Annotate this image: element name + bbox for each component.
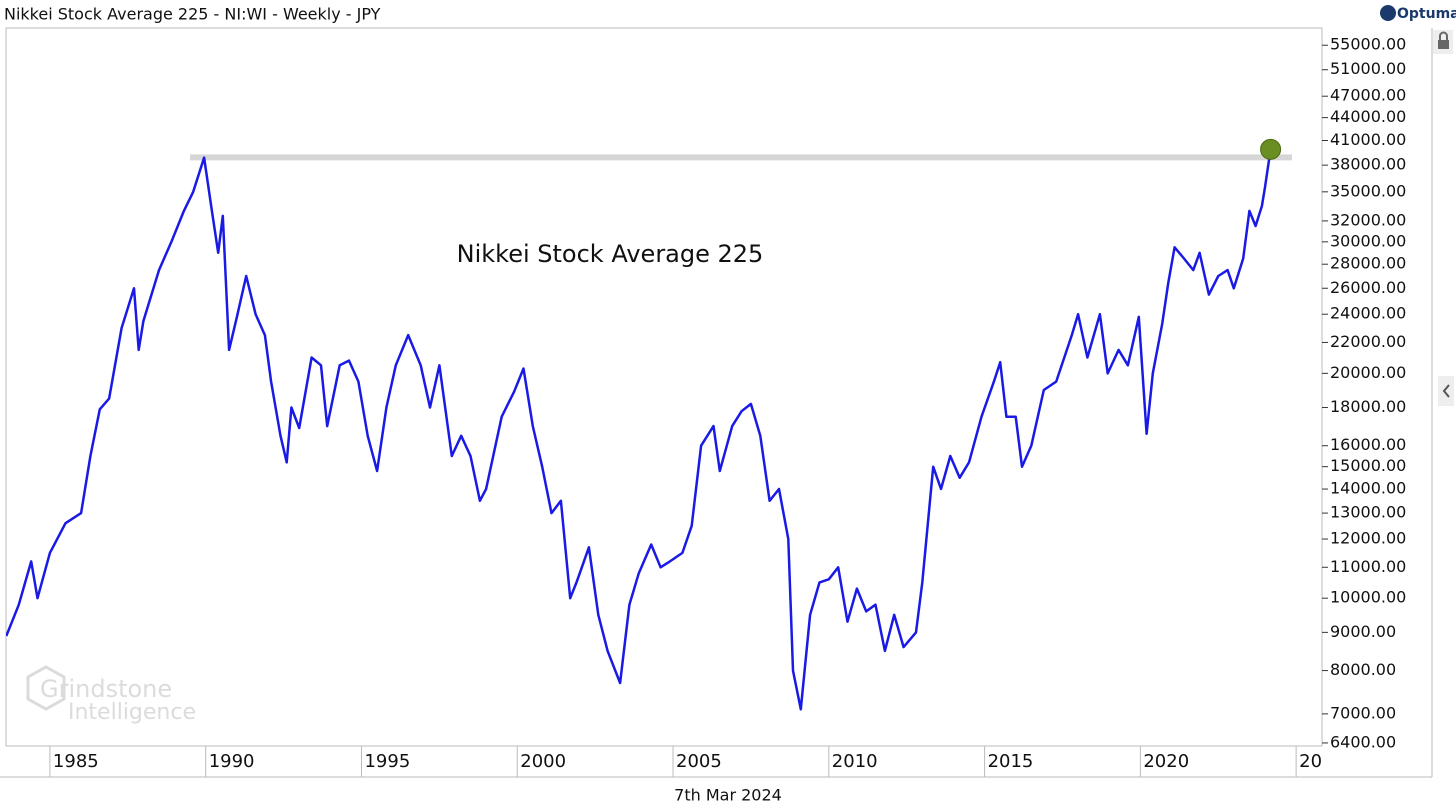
x-tick-label: 2015 — [988, 751, 1034, 772]
collapse-button[interactable] — [1438, 376, 1454, 406]
y-tick-label: 44000.00 — [1330, 107, 1406, 126]
y-tick-label: 55000.00 — [1330, 35, 1406, 54]
annotation: Nikkei Stock Average 225 — [457, 240, 764, 268]
brand-logo — [1380, 5, 1396, 21]
y-tick-label: 24000.00 — [1330, 304, 1406, 323]
y-tick-label: 41000.00 — [1330, 130, 1406, 149]
lock-icon — [1438, 40, 1449, 49]
x-tick-label: 2010 — [832, 751, 878, 772]
y-tick-label: 9000.00 — [1330, 622, 1396, 641]
y-tick-label: 30000.00 — [1330, 231, 1406, 250]
x-tick-label: 1985 — [53, 751, 99, 772]
y-tick-label: 14000.00 — [1330, 479, 1406, 498]
watermark-text: Grindstone — [40, 675, 172, 703]
y-tick-label: 11000.00 — [1330, 557, 1406, 576]
y-tick-label: 16000.00 — [1330, 435, 1406, 454]
brand: Optuma — [1397, 6, 1456, 22]
y-tick-label: 15000.00 — [1330, 456, 1406, 475]
footer-date: 7th Mar 2024 — [674, 786, 782, 805]
y-tick-label: 7000.00 — [1330, 703, 1396, 722]
y-tick-label: 12000.00 — [1330, 529, 1406, 548]
y-tick-label: 18000.00 — [1330, 397, 1406, 416]
watermark-logo — [26, 665, 66, 711]
y-tick-label: 51000.00 — [1330, 59, 1406, 78]
y-tick-label: 8000.00 — [1330, 660, 1396, 679]
x-tick-label: 2020 — [1143, 751, 1189, 772]
y-tick-label: 10000.00 — [1330, 588, 1406, 607]
collapse-icon — [1442, 384, 1450, 398]
x-tick-label: 2025 — [1299, 751, 1345, 772]
last-point-marker — [1260, 138, 1282, 160]
y-tick-label: 38000.00 — [1330, 155, 1406, 174]
y-tick-label: 32000.00 — [1330, 210, 1406, 229]
x-tick-label: 1990 — [209, 751, 255, 772]
lock-icon — [1439, 31, 1448, 40]
y-tick-label: 26000.00 — [1330, 278, 1406, 297]
header-title: Nikkei Stock Average 225 - NI:WI - Weekl… — [4, 5, 381, 24]
x-tick-label: 1995 — [364, 751, 410, 772]
plot-frame — [5, 27, 1323, 747]
y-tick-label: 6400.00 — [1330, 732, 1396, 751]
y-tick-label: 20000.00 — [1330, 363, 1406, 382]
y-tick-label: 47000.00 — [1330, 86, 1406, 105]
y-tick-label: 13000.00 — [1330, 503, 1406, 522]
watermark: Grindstone Intelligence — [26, 665, 196, 725]
plot — [6, 138, 1292, 711]
x-axis: 1985 1990 1995 2000 2005 2010 2015 2020 2025 — [49, 746, 1345, 777]
watermark-text: Intelligence — [68, 700, 196, 725]
price-line — [6, 149, 1272, 711]
y-tick-label: 28000.00 — [1330, 254, 1406, 273]
y-tick-label: 22000.00 — [1330, 332, 1406, 351]
x-tick-label: 2000 — [520, 751, 566, 772]
y-tick-label: 35000.00 — [1330, 181, 1406, 200]
x-tick-label: 2005 — [676, 751, 722, 772]
